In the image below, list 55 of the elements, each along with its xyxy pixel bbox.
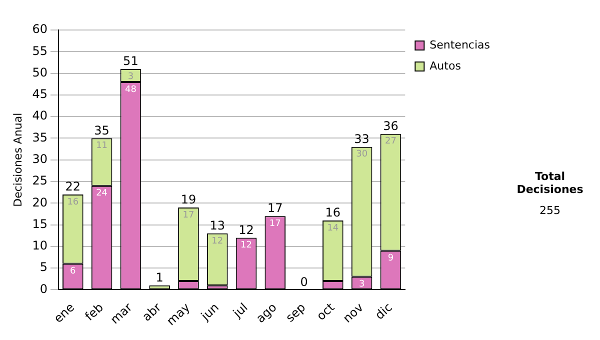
y-tick-label: 15 [32, 216, 48, 231]
x-tick-label: oct [314, 300, 338, 324]
total-label: 19 [180, 192, 196, 207]
data-label: 12 [212, 236, 224, 246]
total-label: 12 [238, 222, 254, 237]
total-label: 33 [354, 132, 370, 146]
legend-label: Autos [430, 59, 462, 72]
legend-label: Sentencias [430, 38, 490, 52]
total-label: 22 [65, 180, 81, 194]
data-label: 3 [128, 72, 134, 82]
x-tick-label: abr [140, 300, 164, 324]
total-label: 36 [383, 119, 398, 134]
data-label: 48 [124, 84, 137, 95]
total-label: 16 [325, 206, 341, 220]
y-tick-label: 0 [40, 282, 48, 296]
data-label: 6 [70, 266, 76, 277]
y-tick-label: 25 [32, 174, 48, 188]
data-label: 9 [388, 254, 394, 264]
x-tick-label: nov [340, 300, 366, 326]
y-tick-label: 5 [40, 260, 48, 274]
data-label: 17 [182, 210, 194, 220]
total-label: 13 [210, 218, 226, 233]
y-axis-title: Decisiones Anual [11, 112, 24, 207]
y-tick-label: 20 [32, 195, 48, 210]
data-label: 3 [358, 280, 365, 290]
x-tick-label: jul [230, 300, 250, 321]
y-tick-label: 40 [32, 108, 48, 123]
y-tick-label: 10 [32, 238, 48, 253]
x-tick-label: sep [283, 300, 308, 325]
data-label: 14 [327, 223, 339, 234]
x-tick-label: jun [198, 300, 222, 324]
total-label: 35 [94, 123, 110, 138]
text: Total Decisiones [516, 170, 584, 196]
data-label: 16 [67, 197, 79, 208]
y-tick-label: 35 [32, 130, 48, 144]
total-label: 1 [156, 270, 164, 284]
total-label: 0 [300, 274, 308, 289]
data-label: 11 [96, 141, 108, 152]
y-tick-label: 50 [32, 65, 48, 80]
data-label: 27 [384, 136, 396, 147]
x-tick-label: ago [253, 300, 280, 326]
data-label: 17 [269, 218, 281, 229]
data-label: 12 [240, 240, 252, 251]
y-tick-label: 45 [32, 87, 48, 102]
text: 255 [538, 204, 562, 217]
x-tick-label: feb [82, 300, 106, 324]
data-label: 24 [96, 188, 108, 199]
data-label: 30 [356, 150, 368, 160]
x-tick-label: dic [372, 300, 395, 322]
y-tick-label: 60 [32, 22, 48, 36]
total-label: 17 [268, 201, 283, 216]
total-label: 51 [123, 54, 138, 68]
y-tick-label: 30 [32, 152, 48, 166]
y-tick-label: 55 [32, 44, 48, 58]
x-tick-label: ene [51, 300, 78, 326]
